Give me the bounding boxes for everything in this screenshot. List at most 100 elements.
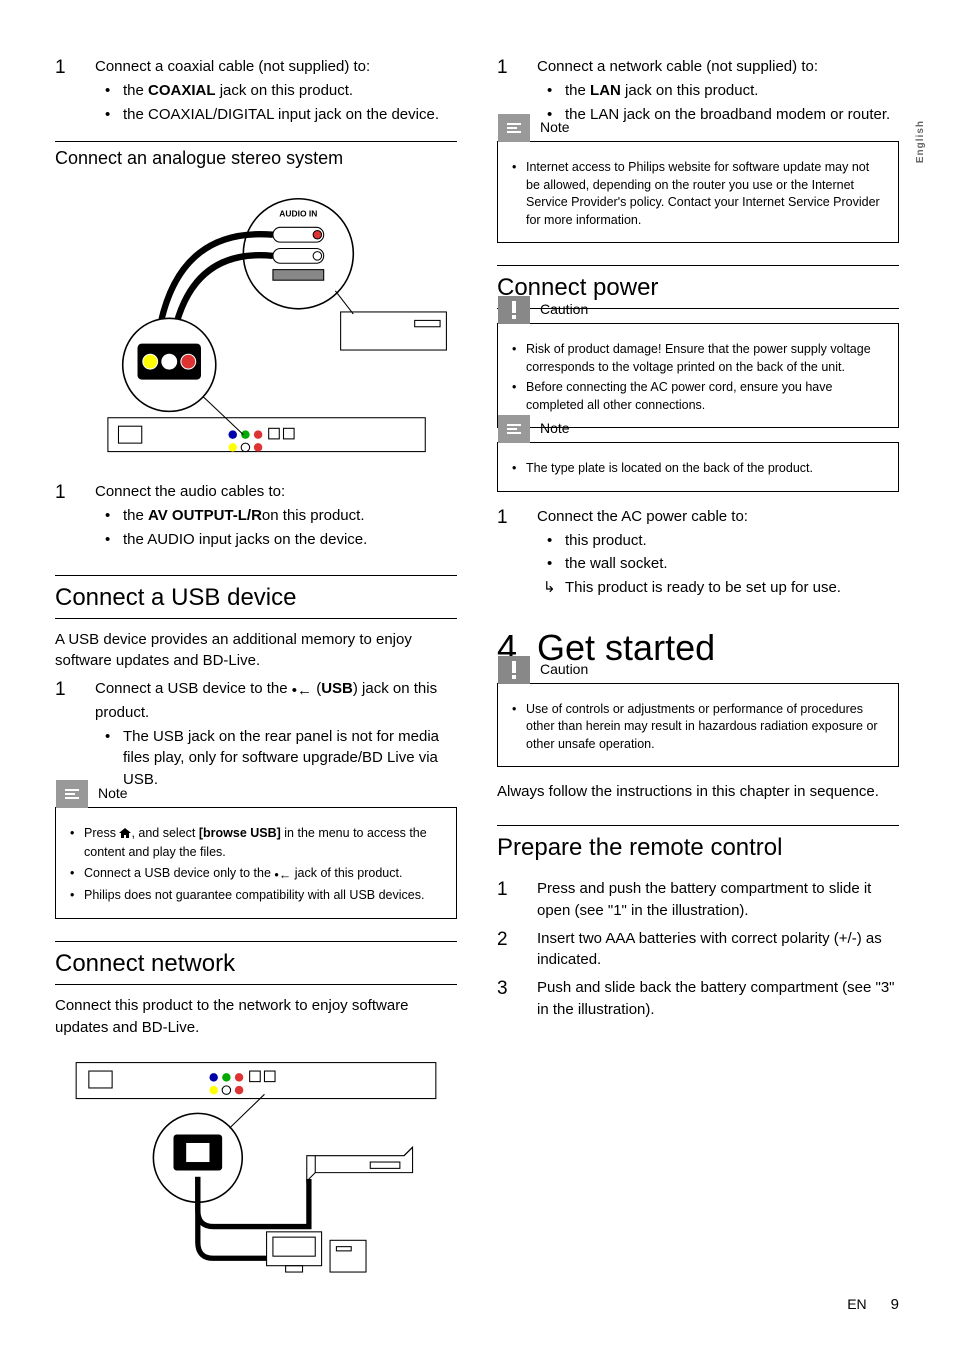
bullet: the LAN jack on the broadband modem or r… xyxy=(537,104,899,126)
analogue-diagram: AUDIO IN AV OUTPUT xyxy=(55,185,457,460)
page-columns: 1 Connect a coaxial cable (not supplied)… xyxy=(55,50,899,1270)
network-intro: Connect this product to the network to e… xyxy=(55,995,457,1039)
audio-in-label: AUDIO IN xyxy=(279,209,317,219)
step-body: Connect a network cable (not supplied) t… xyxy=(537,56,899,127)
arrow-icon: ↳ xyxy=(537,577,565,599)
network-note-callout: Note Internet access to Philips website … xyxy=(497,141,899,243)
step-body: Connect the audio cables to: the AV OUTP… xyxy=(95,481,457,552)
language-tab: English xyxy=(915,120,926,163)
t: jack of this product. xyxy=(291,866,402,880)
note-title: Note xyxy=(540,118,570,138)
bullet: the LAN jack on this product. xyxy=(537,80,899,102)
step-text: Connect a network cable (not supplied) t… xyxy=(537,58,818,75)
usb-intro: A USB device provides an additional memo… xyxy=(55,629,457,673)
t: jack on this product. xyxy=(216,82,354,99)
usb-note-callout: Note Press , and select [browse USB] in … xyxy=(55,807,457,919)
step-text: Push and slide back the battery compartm… xyxy=(537,977,899,1021)
caution-item: Use of controls or adjustments or perfor… xyxy=(510,701,886,754)
t-bold: COAXIAL xyxy=(148,82,216,99)
t: the xyxy=(123,82,148,99)
usb-icon: •← xyxy=(292,680,312,702)
network-heading: Connect network xyxy=(55,941,457,985)
note-icon xyxy=(498,415,530,443)
note-item: Internet access to Philips website for s… xyxy=(510,159,886,229)
right-column: 1 Connect a network cable (not supplied)… xyxy=(497,50,899,1270)
getstarted-caution-callout: Caution Use of controls or adjustments o… xyxy=(497,683,899,768)
result-text: This product is ready to be set up for u… xyxy=(565,577,841,599)
remote-heading: Prepare the remote control xyxy=(497,825,899,868)
av-output-label: AV OUTPUT xyxy=(151,383,187,390)
bullet: the COAXIAL/DIGITAL input jack on the de… xyxy=(95,104,457,126)
step-text: Press and push the battery compartment t… xyxy=(537,878,899,922)
caution-icon xyxy=(498,296,530,324)
t-bold: AV OUTPUT-L/R xyxy=(148,507,262,524)
usb-heading: Connect a USB device xyxy=(55,575,457,619)
step-number: 1 xyxy=(55,678,95,793)
home-icon xyxy=(119,827,131,845)
t: ( xyxy=(312,680,321,697)
bullet: the AUDIO input jacks on the device. xyxy=(95,529,457,551)
caution-icon xyxy=(498,656,530,684)
remote-step-2: 2 Insert two AAA batteries with correct … xyxy=(497,928,899,972)
caution-title: Caution xyxy=(540,300,588,320)
getstarted-intro: Always follow the instructions in this c… xyxy=(497,781,899,803)
bullet: the COAXIAL jack on this product. xyxy=(95,80,457,102)
step-number: 1 xyxy=(55,56,95,127)
step-body: Connect a USB device to the •← (USB) jac… xyxy=(95,678,457,793)
page-footer: EN 9 xyxy=(847,1296,899,1313)
result-item: ↳ This product is ready to be set up for… xyxy=(537,577,899,599)
power-caution-callout: Caution Risk of product damage! Ensure t… xyxy=(497,323,899,428)
analogue-heading: Connect an analogue stereo system xyxy=(55,141,457,169)
note-title: Note xyxy=(98,784,128,804)
caution-item: Risk of product damage! Ensure that the … xyxy=(510,341,886,376)
bullet: the AV OUTPUT-L/Ron this product. xyxy=(95,505,457,527)
step-number: 1 xyxy=(55,481,95,552)
t: Press xyxy=(84,826,119,840)
step-number: 1 xyxy=(497,878,537,922)
usb-icon: •← xyxy=(274,867,291,885)
footer-page-number: 9 xyxy=(891,1296,899,1313)
t: on this product. xyxy=(262,507,365,524)
t: jack on this product. xyxy=(621,82,759,99)
network-step: 1 Connect a network cable (not supplied)… xyxy=(497,56,899,127)
caution-item: Before connecting the AC power cord, ens… xyxy=(510,379,886,414)
left-column: 1 Connect a coaxial cable (not supplied)… xyxy=(55,50,457,1270)
note-title: Note xyxy=(540,419,570,439)
power-step: 1 Connect the AC power cable to: this pr… xyxy=(497,506,899,599)
bullet: the wall socket. xyxy=(537,553,899,575)
t: Connect a USB device only to the xyxy=(84,866,274,880)
network-diagram: LAN xyxy=(55,1052,457,1274)
analogue-step: 1 Connect the audio cables to: the AV OU… xyxy=(55,481,457,552)
remote-step-3: 3 Push and slide back the battery compar… xyxy=(497,977,899,1021)
step-text: Connect the AC power cable to: xyxy=(537,508,748,525)
step-text: Connect a coaxial cable (not supplied) t… xyxy=(95,58,370,75)
power-note-callout: Note The type plate is located on the ba… xyxy=(497,442,899,492)
caution-title: Caution xyxy=(540,660,588,680)
t-bold: [browse USB] xyxy=(199,826,281,840)
step-body: Connect the AC power cable to: this prod… xyxy=(537,506,899,599)
t-bold: USB xyxy=(321,680,353,697)
t: the xyxy=(123,507,148,524)
step-text: Insert two AAA batteries with correct po… xyxy=(537,928,899,972)
note-icon xyxy=(498,114,530,142)
remote-step-1: 1 Press and push the battery compartment… xyxy=(497,878,899,922)
step-body: Connect a coaxial cable (not supplied) t… xyxy=(95,56,457,127)
bullet: this product. xyxy=(537,530,899,552)
usb-step: 1 Connect a USB device to the •← (USB) j… xyxy=(55,678,457,793)
step-number: 1 xyxy=(497,506,537,599)
note-item: Connect a USB device only to the •← jack… xyxy=(68,865,444,885)
bullet: The USB jack on the rear panel is not fo… xyxy=(95,726,457,791)
step-number: 3 xyxy=(497,977,537,1021)
t: the xyxy=(565,82,590,99)
note-icon xyxy=(56,780,88,808)
coax-step: 1 Connect a coaxial cable (not supplied)… xyxy=(55,56,457,127)
t: , and select xyxy=(131,826,198,840)
footer-lang: EN xyxy=(847,1296,866,1312)
t: Connect a USB device to the xyxy=(95,680,292,697)
note-item: Press , and select [browse USB] in the m… xyxy=(68,825,444,862)
step-number: 2 xyxy=(497,928,537,972)
step-text: Connect the audio cables to: xyxy=(95,483,285,500)
note-item: Philips does not guarantee compatibility… xyxy=(68,887,444,905)
note-item: The type plate is located on the back of… xyxy=(510,460,886,478)
t-bold: LAN xyxy=(590,82,621,99)
